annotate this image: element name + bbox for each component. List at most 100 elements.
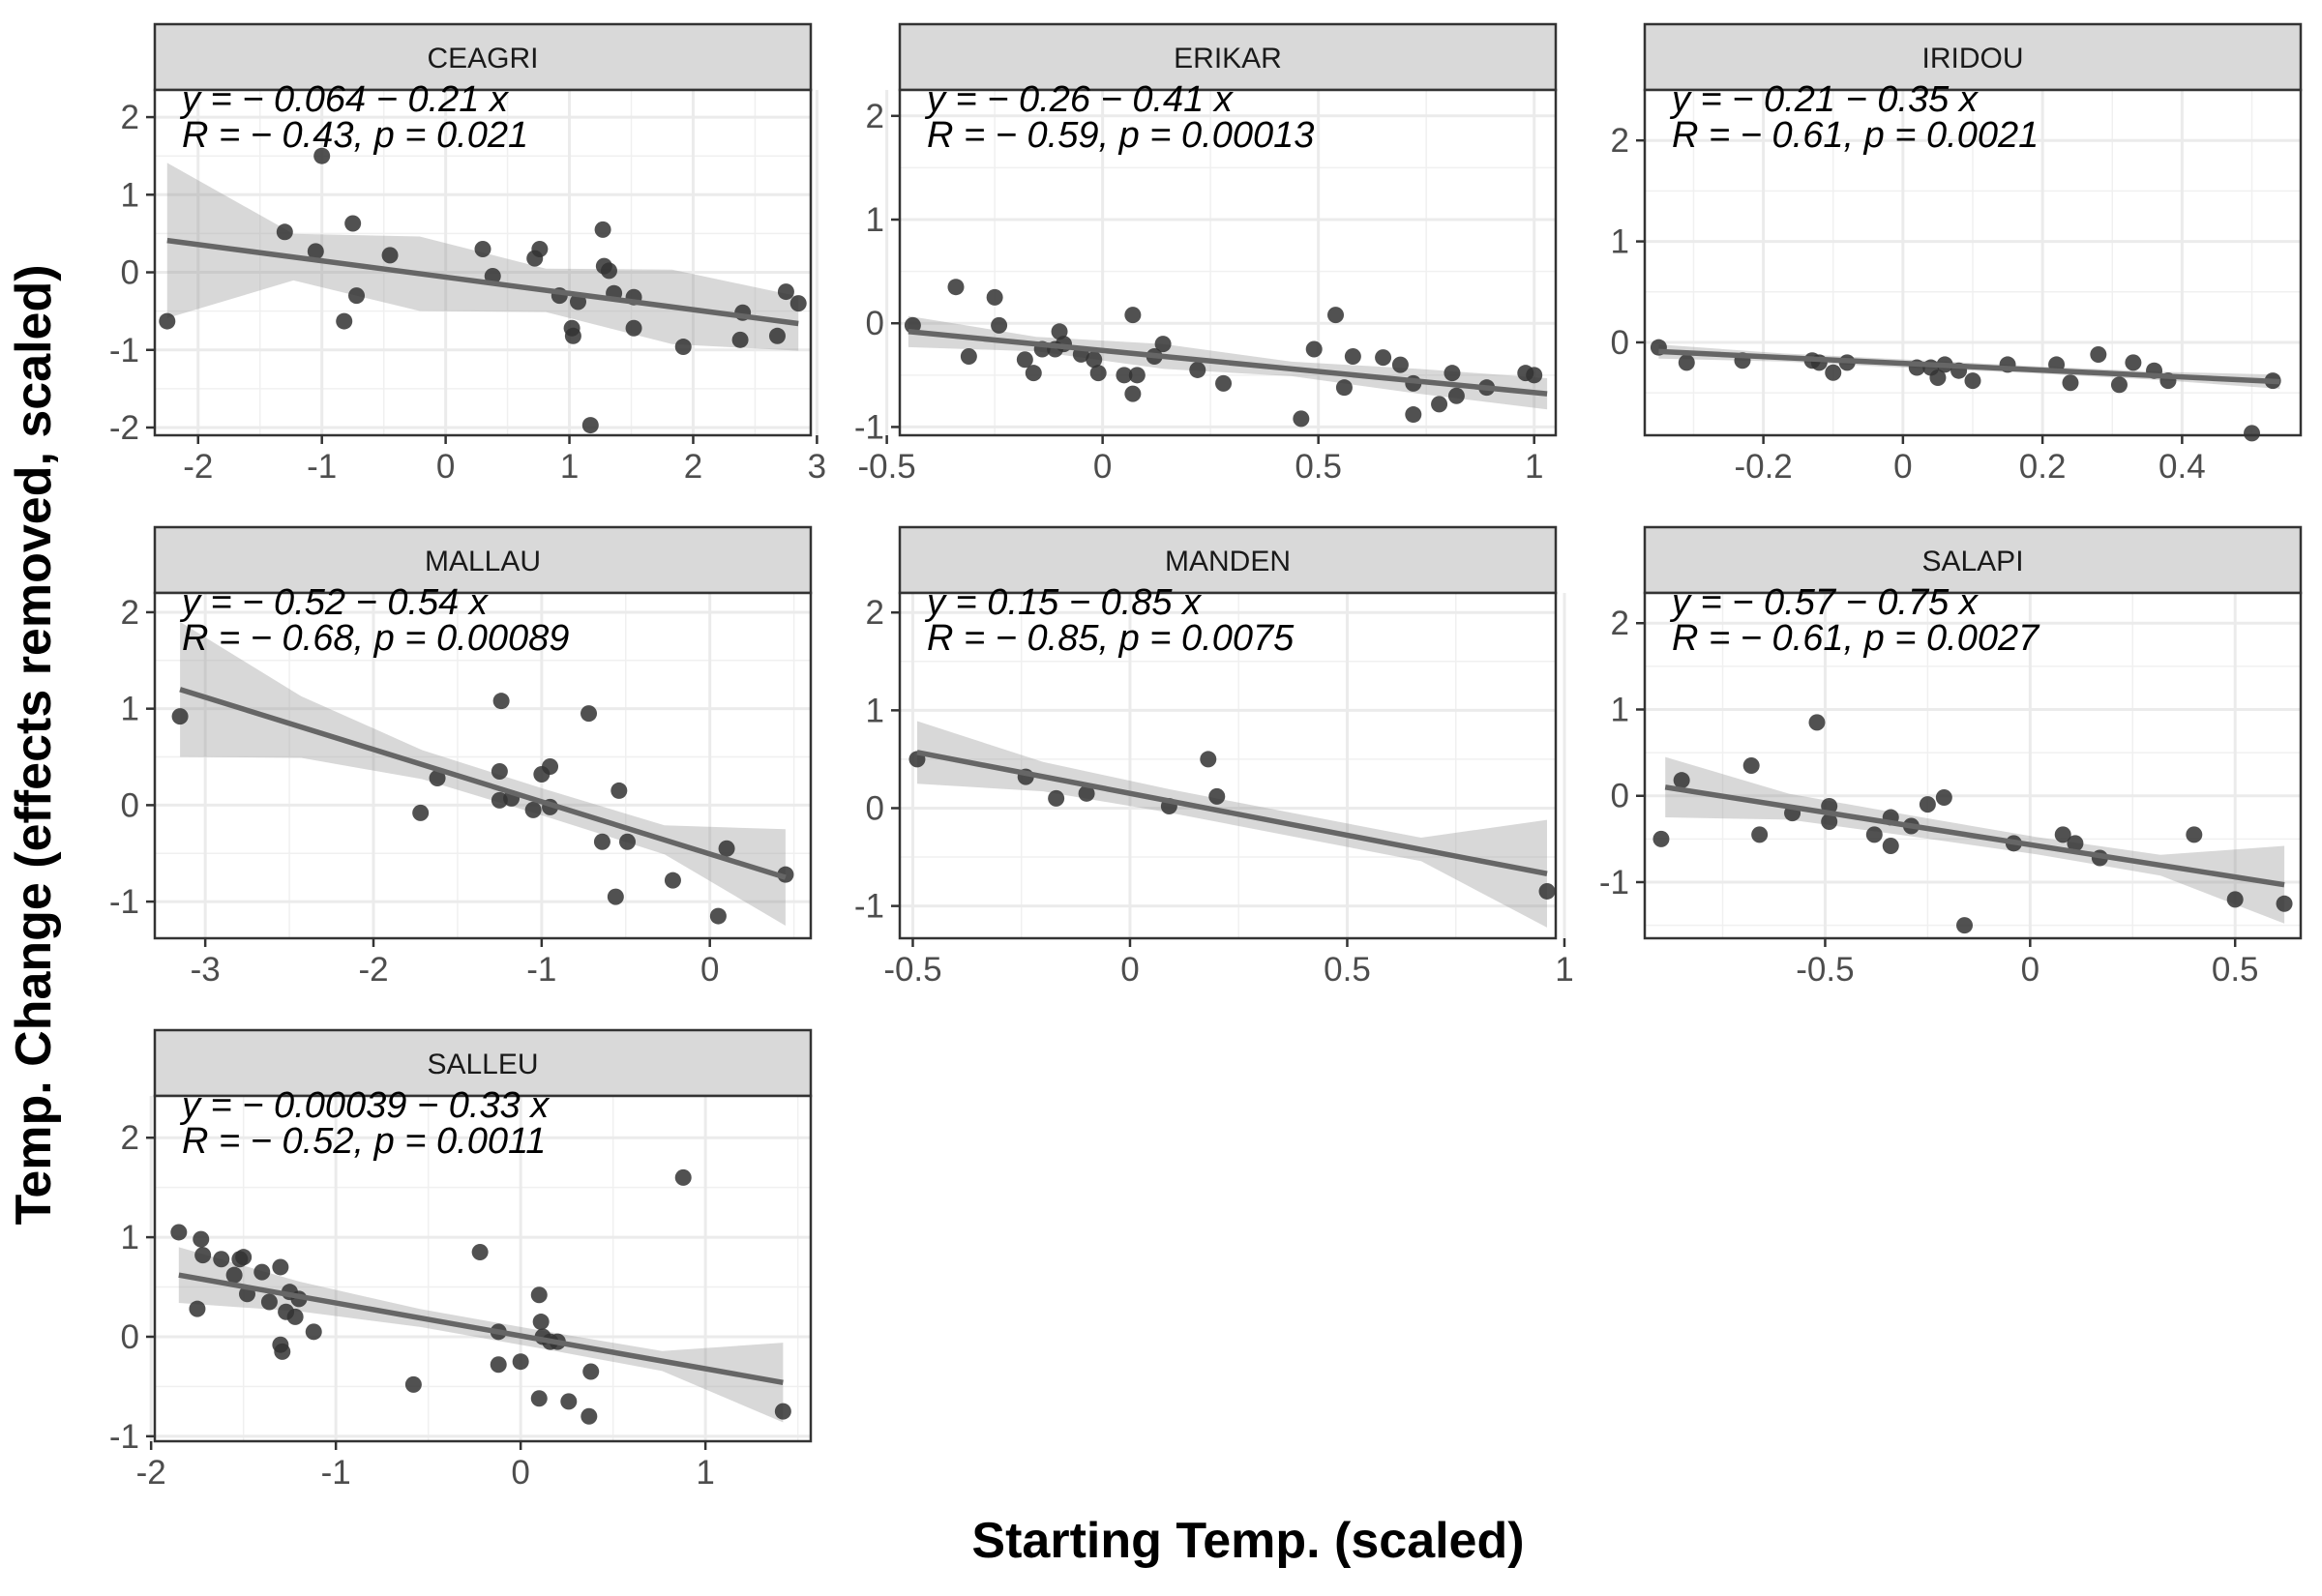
x-tick-label: -2 — [136, 1454, 166, 1492]
data-point — [524, 801, 542, 818]
y-tick-label: 0 — [121, 786, 139, 824]
data-point — [1025, 365, 1042, 382]
x-tick-label: 1 — [1525, 448, 1543, 486]
x-tick-label: 0.2 — [2019, 448, 2067, 486]
regression-line — [1664, 784, 2285, 888]
data-point — [542, 757, 559, 775]
panel-border — [1643, 591, 2303, 940]
regression-equation: y = 0.15 − 0.85 x — [924, 582, 1203, 623]
data-point — [674, 339, 692, 356]
y-tick-label: 2 — [866, 594, 884, 632]
y-tick-label: 2 — [121, 1119, 139, 1157]
y-tick-label: 0 — [121, 1318, 139, 1356]
facet-strip — [898, 525, 1558, 595]
plot-background — [155, 593, 811, 938]
y-tick-label: -1 — [854, 888, 884, 926]
data-point — [1305, 340, 1323, 358]
data-point — [1526, 367, 1543, 384]
regression-line — [166, 237, 799, 327]
x-tick-label: -1 — [321, 1454, 351, 1492]
regression-stats: R = − 0.61, p = 0.0021 — [1672, 115, 2039, 156]
x-tick-label: 0 — [436, 448, 455, 486]
data-point — [307, 243, 324, 260]
y-tick-label: -1 — [1599, 864, 1629, 901]
data-point — [429, 769, 446, 786]
x-tick-label: -2 — [183, 448, 213, 486]
data-point — [564, 327, 581, 344]
data-point — [718, 840, 735, 857]
data-point — [986, 288, 1003, 306]
confidence-band — [1665, 756, 2285, 924]
data-point — [600, 262, 617, 280]
x-tick-label: -1 — [307, 448, 337, 486]
data-point — [1078, 784, 1095, 802]
data-point — [560, 1393, 578, 1410]
panel-border — [898, 88, 1558, 437]
data-point — [580, 1407, 598, 1425]
facet-strip-label: SALAPI — [1921, 546, 2023, 577]
panel-border — [153, 591, 813, 940]
data-point — [594, 221, 611, 238]
y-tick-label: 2 — [1611, 122, 1629, 160]
data-point — [313, 147, 331, 164]
data-point — [625, 319, 642, 337]
confidence-band — [917, 721, 1547, 928]
data-point — [225, 1266, 243, 1284]
regression-equation: y = − 0.57 − 0.75 x — [1669, 582, 1980, 623]
y-tick-label: 1 — [1611, 691, 1629, 728]
data-point — [991, 316, 1008, 334]
data-point — [1919, 796, 1936, 813]
data-point — [253, 1263, 271, 1281]
confidence-band — [180, 621, 786, 926]
facet-strip-label: IRIDOU — [1922, 43, 2024, 74]
facet-strip-label: MANDEN — [1165, 546, 1291, 577]
x-tick-label: -0.5 — [1796, 951, 1854, 989]
data-point — [731, 331, 749, 348]
facet-strip-label: SALLEU — [427, 1049, 538, 1080]
data-point — [512, 1353, 529, 1371]
x-axis-title: Starting Temp. (scaled) — [971, 1513, 1524, 1569]
data-point — [1431, 396, 1448, 413]
data-point — [1016, 351, 1033, 369]
y-tick-label: 1 — [866, 201, 884, 239]
data-point — [1956, 917, 1974, 934]
confidence-band — [178, 1247, 784, 1423]
regression-stats: R = − 0.68, p = 0.00089 — [182, 618, 569, 659]
y-tick-label: 2 — [866, 98, 884, 135]
data-point — [471, 1244, 489, 1261]
data-point — [344, 215, 362, 232]
data-point — [709, 907, 727, 925]
data-point — [1808, 714, 1826, 731]
data-point — [674, 1168, 692, 1186]
y-tick-label: 1 — [121, 691, 139, 728]
facet-strip-label: ERIKAR — [1174, 43, 1282, 74]
data-point — [1154, 336, 1172, 353]
data-point — [1116, 367, 1133, 384]
panel-border — [1643, 88, 2303, 437]
facet-mallau: MALLAU -3 -2 -1 0 -1 0 1 2 y = − 0.52 − 0.54 xR =… — [109, 525, 813, 989]
x-tick-label: 0 — [1093, 448, 1112, 486]
y-tick-label: 2 — [121, 99, 139, 136]
data-point — [1444, 365, 1461, 382]
data-point — [1335, 379, 1353, 397]
facet-strip-label: MALLAU — [425, 546, 541, 577]
y-tick-label: 0 — [1611, 778, 1629, 815]
regression-line — [916, 750, 1548, 876]
y-axis-title: Temp. Change (effects removed, scaled) — [6, 264, 62, 1225]
data-point — [2054, 826, 2071, 843]
y-tick-label: 2 — [121, 594, 139, 632]
data-point — [1821, 813, 1838, 831]
x-tick-label: -3 — [191, 951, 221, 989]
data-point — [530, 1390, 548, 1407]
data-point — [1086, 351, 1103, 369]
data-point — [1673, 772, 1690, 789]
data-point — [532, 1314, 550, 1331]
data-point — [193, 1230, 210, 1248]
data-point — [1825, 364, 1842, 381]
facet-strip — [1643, 22, 2303, 92]
regression-equation: y = − 0.26 − 0.41 x — [924, 79, 1235, 120]
data-point — [1447, 387, 1465, 404]
data-point — [491, 762, 508, 780]
